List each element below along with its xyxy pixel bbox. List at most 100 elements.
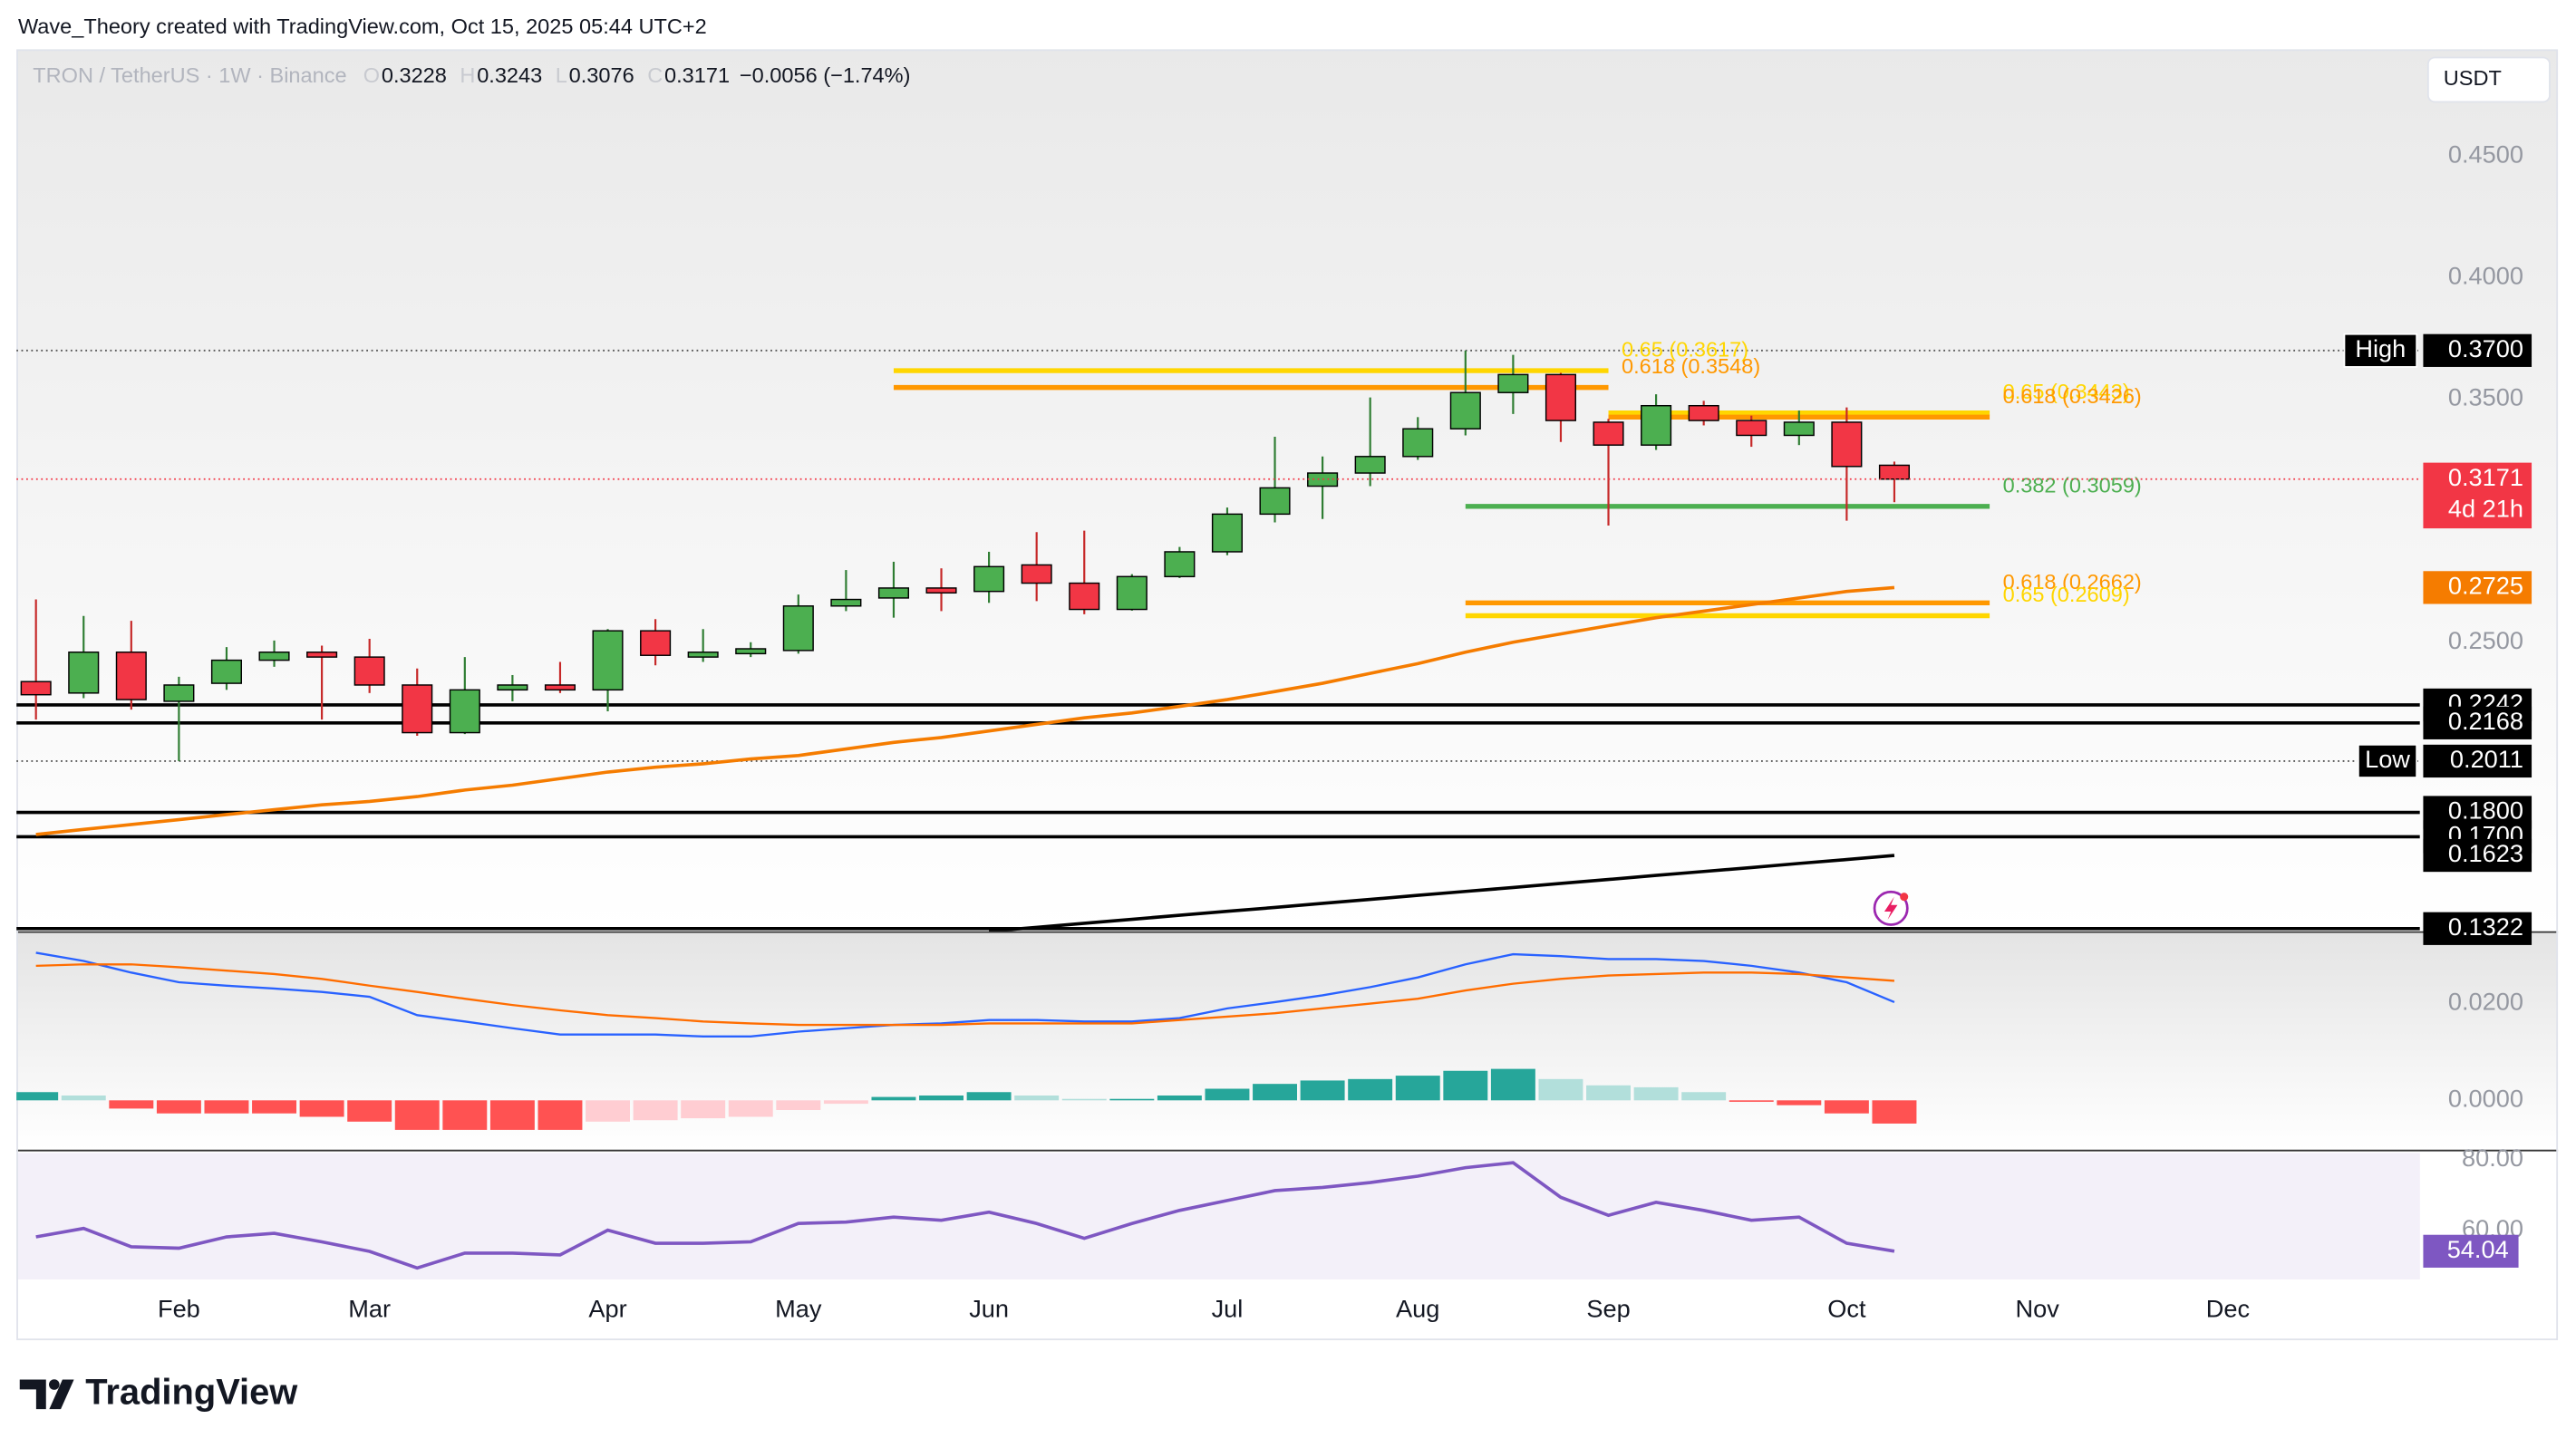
candle-body xyxy=(1497,373,1529,393)
histogram-bar xyxy=(252,1100,297,1114)
candle-body xyxy=(210,659,243,684)
chart-frame xyxy=(16,49,2559,1341)
level-tag xyxy=(2343,333,2418,368)
histogram-bar xyxy=(156,1100,201,1114)
candle-body xyxy=(1402,428,1434,458)
candle-body xyxy=(925,587,957,594)
candle-body xyxy=(1211,513,1243,553)
ohlc-label: C xyxy=(647,63,663,87)
candle-body xyxy=(20,681,52,696)
level-badge xyxy=(2423,744,2532,778)
candle-body xyxy=(1021,564,1052,584)
candle-body xyxy=(1449,391,1481,430)
histogram-bar xyxy=(633,1100,678,1121)
y-tick-label: 0.0200 xyxy=(2448,988,2523,1016)
price-label: 0.3171 xyxy=(2448,463,2523,491)
candle-body xyxy=(1641,404,1672,446)
histogram-bar xyxy=(16,1092,59,1101)
histogram-bar xyxy=(442,1100,488,1130)
candle-body xyxy=(1783,421,1815,437)
histogram-bar xyxy=(1872,1100,1917,1124)
main-plot: 0.65 (0.3617)0.618 (0.3548) 0.65 (0.3443)… xyxy=(16,338,2420,932)
ohlc-value: 0.3243 xyxy=(477,63,542,87)
histogram-bar xyxy=(1777,1100,1822,1105)
y-tick-label: 0.2500 xyxy=(2448,626,2523,654)
histogram-bar xyxy=(1443,1070,1488,1101)
macd-line xyxy=(35,963,1895,1027)
x-tick-label: Jun xyxy=(969,1295,1009,1323)
fib-label: 0.65 (0.2609) xyxy=(2003,583,2130,606)
histogram-bar xyxy=(1586,1085,1631,1101)
price-badge xyxy=(2423,462,2532,529)
ohlc-value: 0.3171 xyxy=(664,63,730,87)
level-label: 0.1800 xyxy=(2448,796,2523,825)
level-label: 0.2011 xyxy=(2450,745,2523,773)
histogram-bar xyxy=(966,1092,1012,1101)
y-tick-label: 0.0000 xyxy=(2448,1085,2523,1113)
candle-body xyxy=(1878,464,1910,480)
macd-plot xyxy=(16,951,1917,1130)
level-label: 0.1322 xyxy=(2448,912,2523,941)
histogram-bar xyxy=(61,1095,106,1101)
currency-button[interactable] xyxy=(2426,56,2551,103)
candle-body xyxy=(1354,456,1386,474)
logo: TradingView xyxy=(85,1372,298,1412)
ohlc-label: O xyxy=(363,63,380,87)
macd-line xyxy=(35,951,1895,1038)
candle-body xyxy=(163,684,195,702)
candle-body xyxy=(782,605,814,652)
candle-body xyxy=(1069,582,1100,611)
candle-body xyxy=(1116,575,1148,611)
countdown: 4d 21h xyxy=(2448,494,2523,522)
histogram-bar xyxy=(299,1100,344,1117)
histogram-bar xyxy=(1157,1095,1202,1101)
ohlc-value: 0.3076 xyxy=(569,63,634,87)
histogram-bar xyxy=(1109,1098,1155,1101)
histogram-bar xyxy=(394,1100,440,1130)
level-label: 0.2168 xyxy=(2448,707,2523,735)
x-tick-label: Apr xyxy=(588,1295,626,1323)
fib-label: 0.65 (0.3617) xyxy=(1622,338,1748,362)
ohlc-label: L xyxy=(556,63,567,87)
candle-body xyxy=(735,648,767,655)
level-badge xyxy=(2423,912,2532,945)
x-tick-label: Sep xyxy=(1586,1295,1630,1323)
level-tag xyxy=(2357,743,2418,778)
histogram-bar xyxy=(1205,1088,1250,1101)
candle-body xyxy=(1164,551,1196,578)
candle-body xyxy=(402,684,433,734)
histogram-bar xyxy=(1538,1078,1583,1101)
x-tick-label: Feb xyxy=(158,1295,200,1323)
y-tick-label: 0.4000 xyxy=(2448,262,2523,290)
rsi-label: 54.04 xyxy=(2447,1235,2509,1263)
candle-body xyxy=(592,630,624,691)
currency[interactable]: USDT xyxy=(2444,66,2502,90)
y-tick-label: 0.3500 xyxy=(2448,383,2523,411)
y-tick-label: 80.00 xyxy=(2462,1144,2523,1172)
x-tick-label: Dec xyxy=(2206,1295,2250,1323)
rsi-line xyxy=(35,1161,1895,1270)
change: −0.0056 (−1.74%) xyxy=(740,63,911,87)
level-name: High xyxy=(2355,334,2406,362)
macd-pane-background xyxy=(16,932,2559,1150)
candle-body xyxy=(1688,404,1719,421)
x-tick-label: Nov xyxy=(2016,1295,2060,1323)
candle-body xyxy=(68,652,100,694)
histogram-bar xyxy=(1061,1098,1107,1101)
candle-body xyxy=(306,652,338,658)
legend: TRON / TetherUS · 1W · Binance O 0.3228 H 0.… xyxy=(33,63,910,87)
candle-body xyxy=(640,630,672,656)
fib-label: 0.618 (0.2662) xyxy=(2003,570,2142,594)
candle-body xyxy=(258,652,290,661)
alert-icon xyxy=(1873,890,1909,926)
histogram-bar xyxy=(204,1100,249,1114)
candle-body xyxy=(1831,421,1863,468)
axes: 0.25000.30000.35000.40000.45000.00000.02… xyxy=(158,140,2532,1323)
fib-label: 0.65 (0.3443) xyxy=(2003,380,2130,403)
moving-average xyxy=(35,585,1895,836)
ma-label: 0.2725 xyxy=(2448,572,2523,600)
candle-body xyxy=(1259,487,1291,516)
histogram-bar xyxy=(347,1100,392,1122)
ma-badge xyxy=(2423,838,2532,873)
